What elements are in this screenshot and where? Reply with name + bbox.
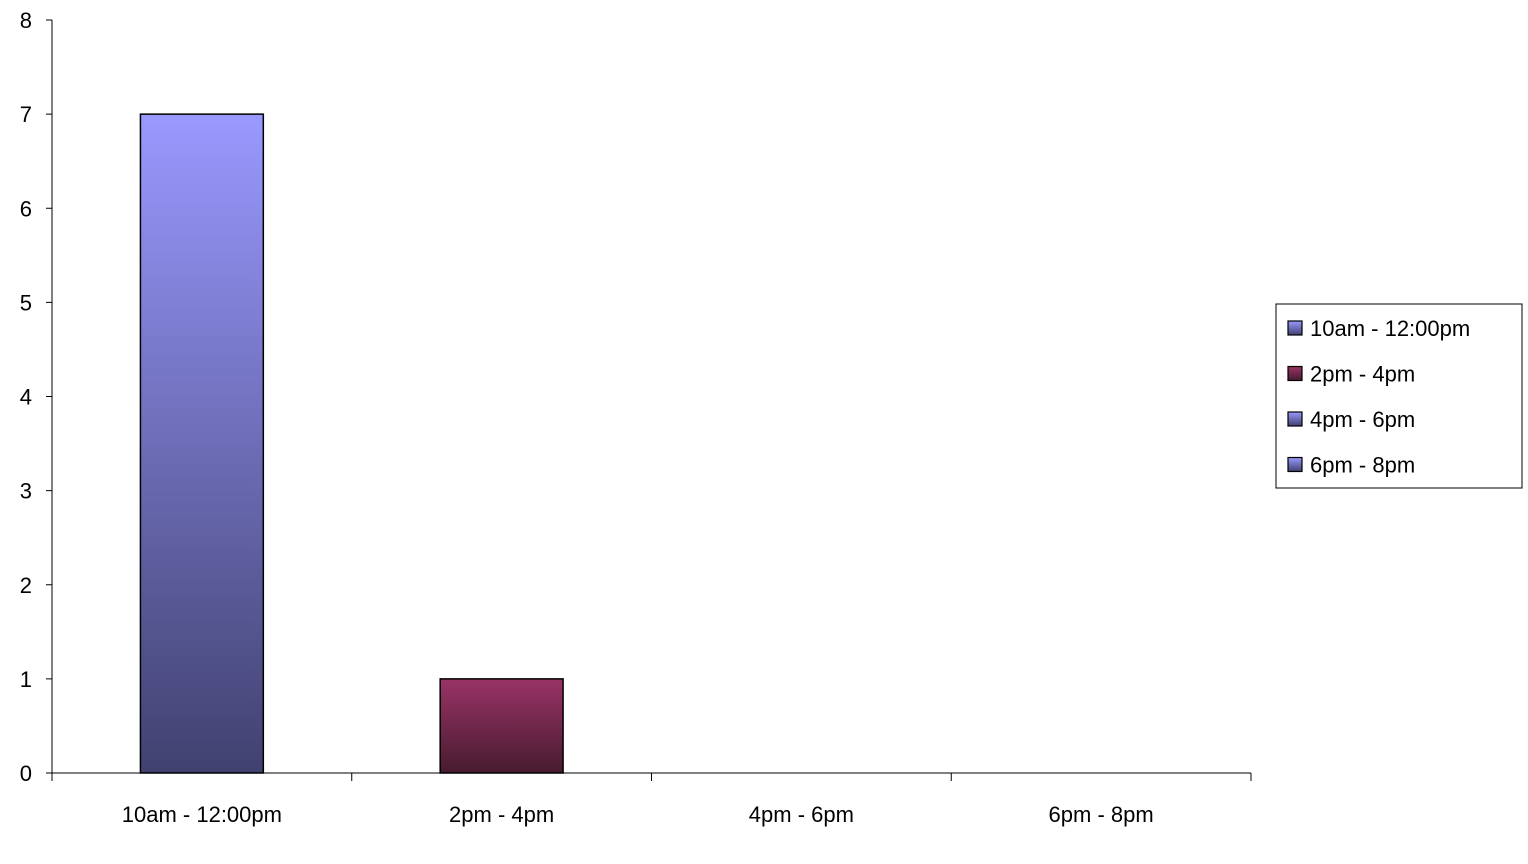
y-tick-label: 4 [20, 385, 32, 410]
legend-label: 10am - 12:00pm [1310, 316, 1470, 341]
legend: 10am - 12:00pm 2pm - 4pm 4pm - 6pm 6pm - 8p… [1275, 303, 1523, 489]
bar [139, 113, 265, 774]
x-tick-label: 2pm - 4pm [449, 802, 554, 827]
x-tick-label: 10am - 12:00pm [122, 802, 282, 827]
y-tick-label: 0 [20, 761, 32, 786]
legend-swatch [1287, 320, 1303, 336]
legend-swatch [1287, 456, 1303, 473]
y-tick-label: 1 [20, 667, 32, 692]
y-tick-label: 2 [20, 573, 32, 598]
legend-label: 2pm - 4pm [1310, 362, 1415, 387]
legend-swatch [1287, 411, 1303, 427]
legend-label: 6pm - 8pm [1310, 453, 1415, 478]
y-tick-label: 3 [20, 479, 32, 504]
legend-label: 4pm - 6pm [1310, 407, 1415, 432]
y-tick-label: 7 [20, 102, 32, 127]
legend-box [1275, 303, 1523, 489]
x-tick-label: 6pm - 8pm [1049, 802, 1154, 827]
y-tick-label: 8 [20, 8, 32, 33]
bar [439, 678, 564, 774]
y-tick-label: 6 [20, 196, 32, 221]
y-tick-labels: 0 1 2 3 4 5 6 7 8 [20, 8, 32, 786]
x-tick-labels: 10am - 12:00pm 2pm - 4pm 4pm - 6pm 6pm - 8p… [122, 802, 1154, 827]
legend-swatch [1287, 365, 1303, 382]
x-tick-label: 4pm - 6pm [749, 802, 854, 827]
plot-bars [139, 113, 564, 774]
y-tick-label: 5 [20, 290, 32, 315]
